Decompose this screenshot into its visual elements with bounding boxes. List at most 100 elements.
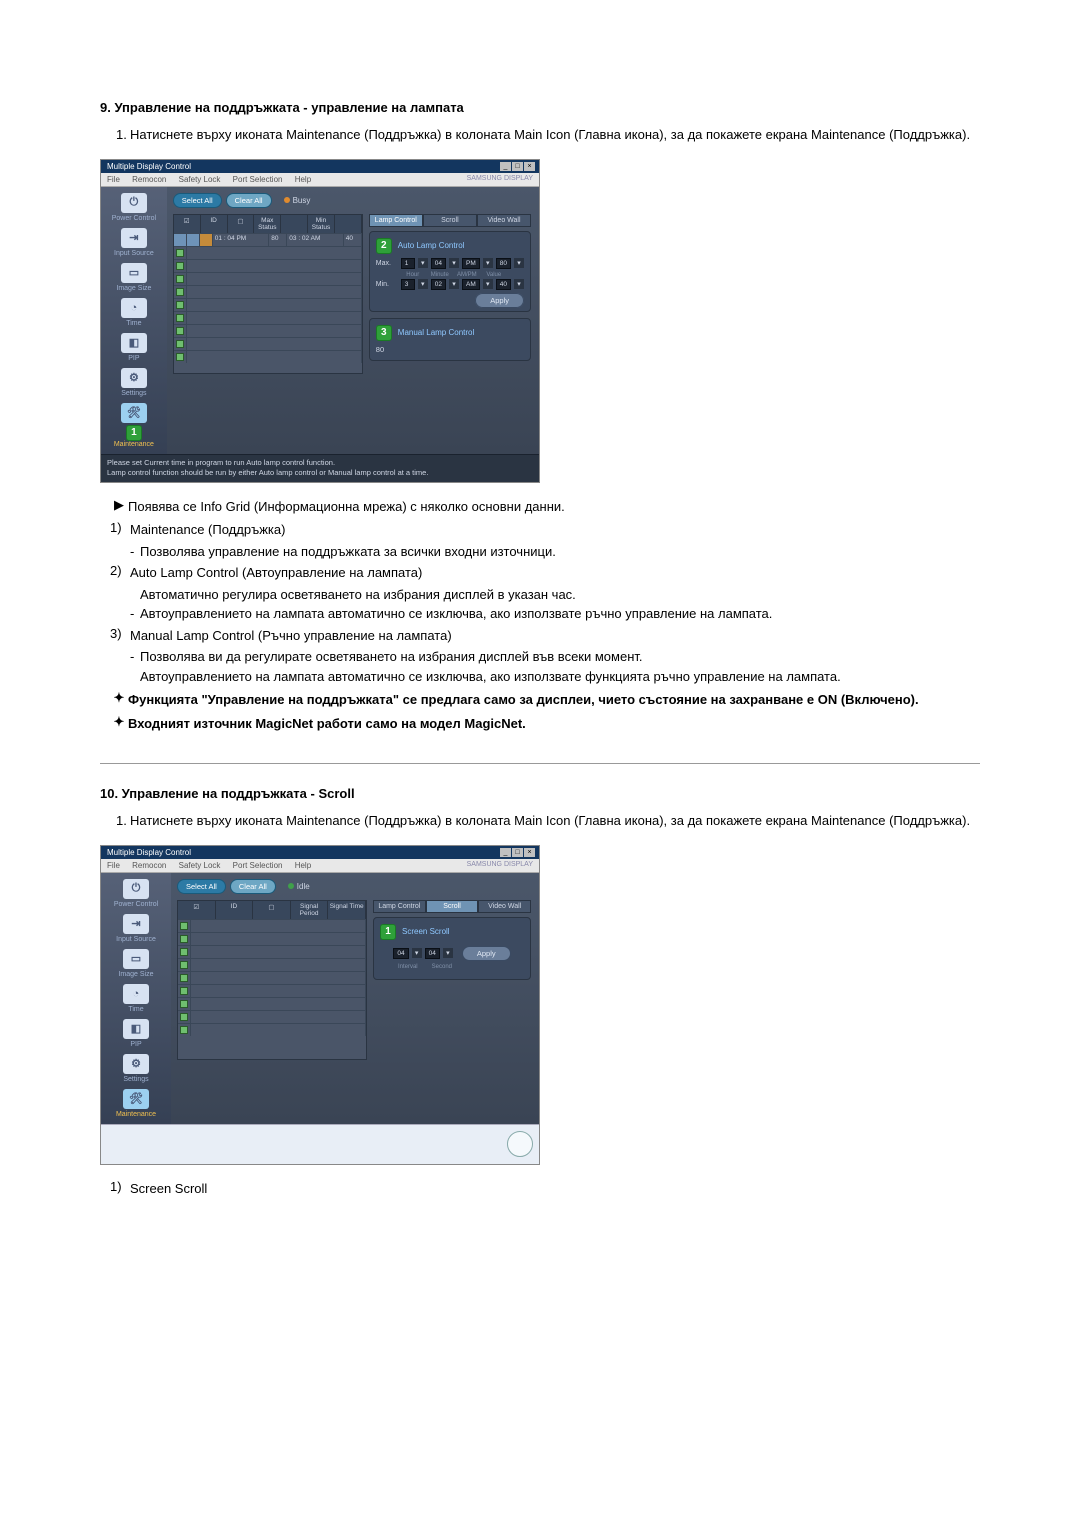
table-row[interactable] (178, 997, 366, 1010)
tab-lamp[interactable]: Lamp Control (373, 900, 426, 913)
scroll-v1[interactable]: 04 (393, 948, 408, 959)
scroll-v2[interactable]: 04 (425, 948, 440, 959)
sidebar-input[interactable]: ⇥Input Source (106, 228, 162, 257)
dropdown-icon[interactable]: ▾ (514, 279, 524, 289)
dropdown-icon[interactable]: ▾ (514, 258, 524, 268)
max-min[interactable]: 04 (431, 258, 446, 269)
menu-safety[interactable]: Safety Lock (179, 175, 221, 184)
sidebar-input[interactable]: ⇥Input Source (108, 914, 164, 943)
table-row[interactable] (178, 945, 366, 958)
max-hour[interactable]: 1 (401, 258, 415, 269)
sidebar-maintenance[interactable]: 🛠Maintenance (108, 1089, 164, 1118)
table-row[interactable] (174, 272, 362, 285)
table-row[interactable] (174, 337, 362, 350)
sidebar-pip[interactable]: ◧PIP (108, 1019, 164, 1048)
sidebar-maintenance[interactable]: 🛠 1 Maintenance (106, 403, 162, 448)
app-title: Multiple Display Control (107, 848, 191, 857)
min-ampm[interactable]: AM (462, 279, 480, 290)
table-row[interactable] (178, 932, 366, 945)
badge-2: 2 (376, 238, 392, 254)
apply-button[interactable]: Apply (475, 293, 524, 308)
maximize-icon[interactable]: □ (512, 848, 523, 857)
table-row[interactable] (174, 298, 362, 311)
app-body: ⏻Power Control ⇥Input Source ▭Image Size… (101, 873, 539, 1124)
select-all-button[interactable]: Select All (177, 879, 226, 894)
close-icon[interactable]: × (524, 848, 535, 857)
table-row[interactable] (174, 324, 362, 337)
clear-all-button[interactable]: Clear All (226, 193, 272, 208)
dropdown-icon[interactable]: ▾ (449, 279, 459, 289)
max-val[interactable]: 80 (496, 258, 511, 269)
sidebar-power[interactable]: ⏻Power Control (106, 193, 162, 222)
tab-scroll[interactable]: Scroll (423, 214, 477, 227)
table-row[interactable] (178, 1010, 366, 1023)
auto-lamp-title: Auto Lamp Control (398, 241, 465, 250)
sidebar: ⏻Power Control ⇥Input Source ▭Image Size… (101, 873, 171, 1124)
minimize-icon[interactable]: _ (500, 848, 511, 857)
close-icon[interactable]: × (524, 162, 535, 171)
dropdown-icon[interactable]: ▾ (418, 258, 428, 268)
select-all-button[interactable]: Select All (173, 193, 222, 208)
sidebar-power[interactable]: ⏻Power Control (108, 879, 164, 908)
auto-lamp-panel: 2 Auto Lamp Control Max. 1▾ 04▾ PM▾ 80▾ (369, 231, 531, 312)
sidebar-settings[interactable]: ⚙Settings (106, 368, 162, 397)
dropdown-icon[interactable]: ▾ (483, 279, 493, 289)
menu-port[interactable]: Port Selection (233, 861, 283, 870)
table-row[interactable] (178, 919, 366, 932)
menu-file[interactable]: File (107, 861, 120, 870)
app-title: Multiple Display Control (107, 162, 191, 171)
manual-lamp-title: Manual Lamp Control (398, 328, 474, 337)
max-ampm[interactable]: PM (462, 258, 480, 269)
tab-lamp[interactable]: Lamp Control (369, 214, 423, 227)
menu-remocon[interactable]: Remocon (132, 861, 166, 870)
table-row[interactable] (174, 259, 362, 272)
apply-button[interactable]: Apply (462, 946, 511, 961)
info-bullet: ▶ Появява се Info Grid (Информационна мр… (110, 497, 980, 517)
dropdown-icon[interactable]: ▾ (412, 948, 422, 958)
min-hour[interactable]: 3 (401, 279, 415, 290)
sidebar-pip[interactable]: ◧PIP (106, 333, 162, 362)
table-row[interactable] (174, 350, 362, 363)
tab-scroll[interactable]: Scroll (426, 900, 479, 913)
right-panel: Lamp Control Scroll Video Wall 1 Screen … (373, 900, 531, 1060)
sidebar-image[interactable]: ▭Image Size (106, 263, 162, 292)
section-10-title: 10. Управление на поддръжката - Scroll (100, 786, 980, 801)
sidebar-time[interactable]: ◔Time (106, 298, 162, 327)
tab-video[interactable]: Video Wall (477, 214, 531, 227)
clear-all-button[interactable]: Clear All (230, 879, 276, 894)
hint-icon (507, 1131, 533, 1157)
grid-header-2: 01 : 04 PM 80 03 : 02 AM 40 (174, 233, 362, 246)
info-grid: ☑ID▢ Signal Period Signal Time (177, 900, 367, 1060)
sidebar-image[interactable]: ▭Image Size (108, 949, 164, 978)
table-row[interactable] (178, 971, 366, 984)
table-row[interactable] (174, 311, 362, 324)
table-row[interactable] (178, 984, 366, 997)
dropdown-icon[interactable]: ▾ (449, 258, 459, 268)
min-val[interactable]: 40 (496, 279, 511, 290)
minimize-icon[interactable]: _ (500, 162, 511, 171)
menu-remocon[interactable]: Remocon (132, 175, 166, 184)
dropdown-icon[interactable]: ▾ (418, 279, 428, 289)
section-9-title: 9. Управление на поддръжката - управлени… (100, 100, 980, 115)
dropdown-icon[interactable]: ▾ (443, 948, 453, 958)
item-1: 1)Maintenance (Поддръжка) (110, 520, 980, 540)
table-row[interactable] (174, 285, 362, 298)
divider (100, 763, 980, 764)
menu-file[interactable]: File (107, 175, 120, 184)
table-row[interactable] (174, 246, 362, 259)
dropdown-icon[interactable]: ▾ (483, 258, 493, 268)
tab-video[interactable]: Video Wall (478, 900, 531, 913)
menu-help[interactable]: Help (295, 175, 311, 184)
col-signal-period: Signal Period (291, 901, 329, 919)
star-icon: ✦ (110, 690, 128, 706)
menu-port[interactable]: Port Selection (233, 175, 283, 184)
menu-safety[interactable]: Safety Lock (179, 861, 221, 870)
sidebar-time[interactable]: ◔Time (108, 984, 164, 1013)
min-min[interactable]: 02 (431, 279, 446, 290)
step-number: 1. (116, 125, 130, 145)
sidebar-settings[interactable]: ⚙Settings (108, 1054, 164, 1083)
maximize-icon[interactable]: □ (512, 162, 523, 171)
table-row[interactable] (178, 1023, 366, 1036)
table-row[interactable] (178, 958, 366, 971)
menu-help[interactable]: Help (295, 861, 311, 870)
